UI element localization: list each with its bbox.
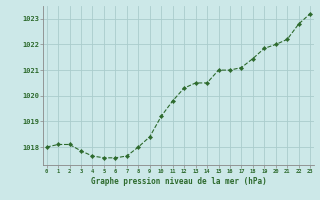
X-axis label: Graphe pression niveau de la mer (hPa): Graphe pression niveau de la mer (hPa) <box>91 177 266 186</box>
